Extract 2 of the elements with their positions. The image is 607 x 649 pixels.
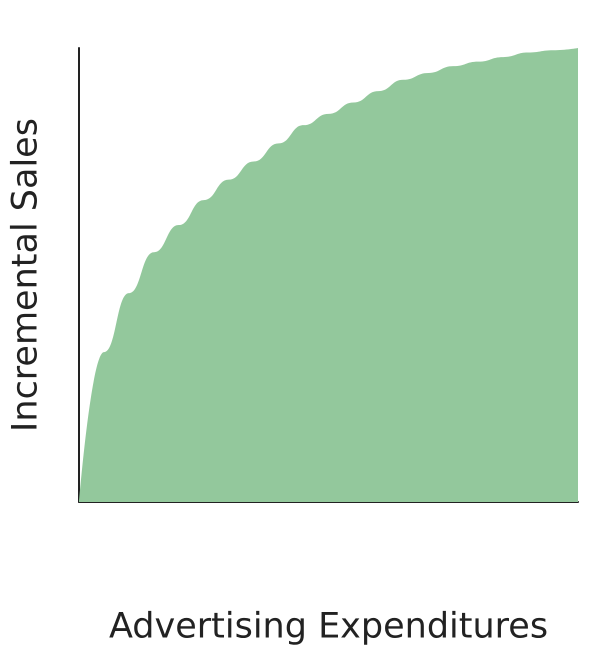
y-axis-title: Incremental Sales <box>6 118 46 432</box>
x-axis-title: Advertising Expenditures <box>108 606 548 646</box>
